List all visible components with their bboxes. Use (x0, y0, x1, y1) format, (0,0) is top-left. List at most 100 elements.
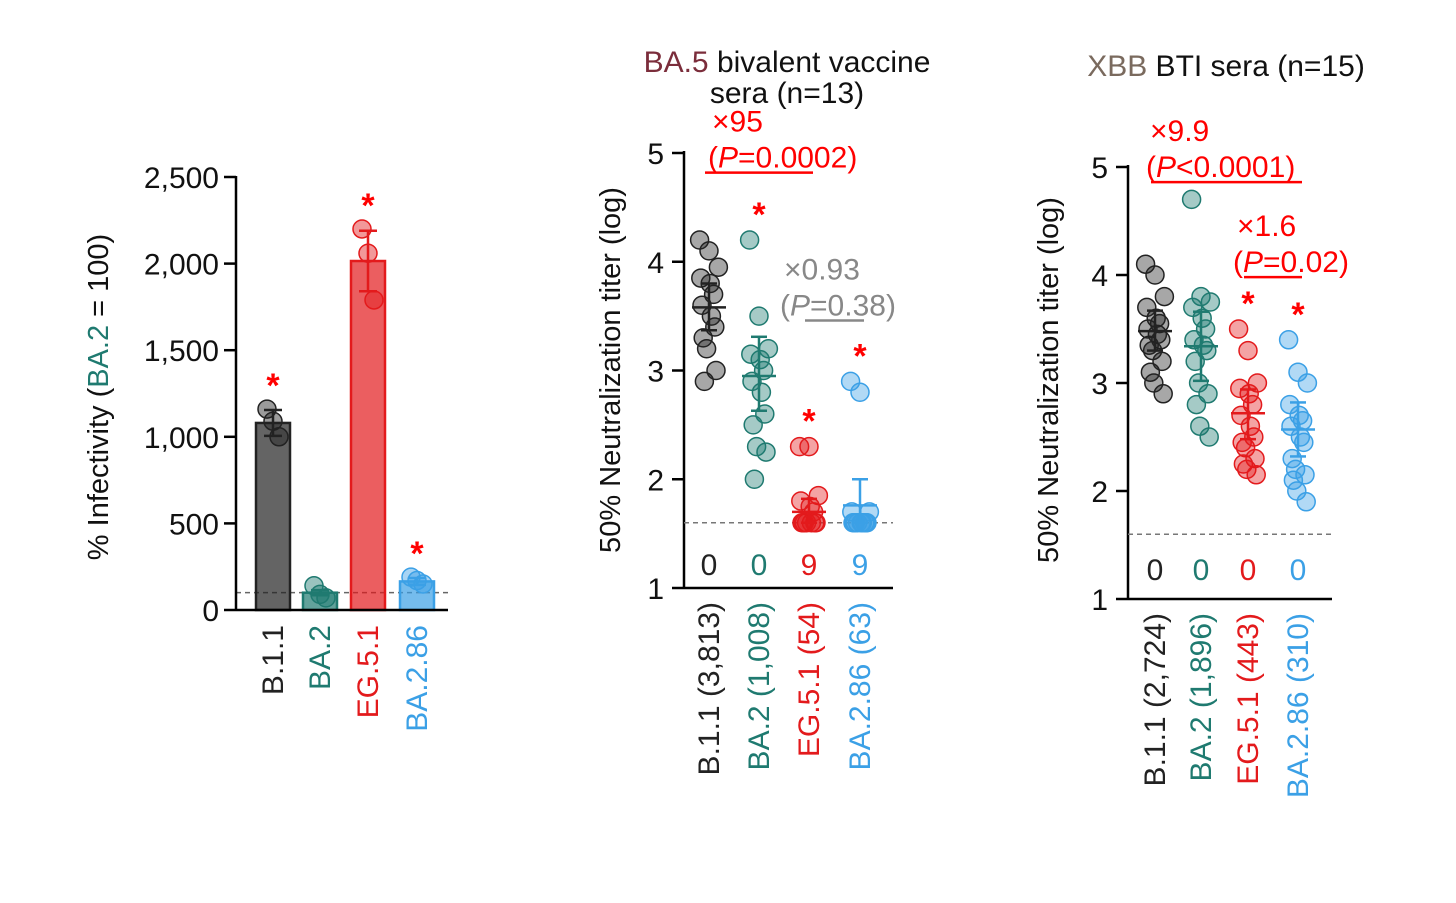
fold-change-label: ×95 (712, 106, 763, 139)
yaxis-tick-label: 3 (1091, 368, 1108, 401)
data-point (756, 442, 776, 462)
ba5-title-line2: sera (n=13) (710, 77, 864, 110)
yaxis-tick-label: 1 (647, 573, 664, 606)
x-label-ba286: BA.2.86 (310) (1282, 613, 1315, 798)
x-label-eg51: EG.5.1 (352, 625, 385, 718)
yaxis-tick-label: 1 (1091, 584, 1108, 617)
x-label-ba2: BA.2 (1,008) (743, 602, 776, 770)
x-label-b11: B.1.1 (2,724) (1139, 613, 1172, 786)
data-point (739, 230, 760, 250)
data-point (1294, 432, 1314, 453)
significance-star: * (802, 403, 816, 441)
yaxis-tick-label: 4 (1091, 260, 1108, 293)
infectivity-xlabels: B.1.1 BA.2 EG.5.1 BA.2.86 (257, 625, 434, 732)
data-point (1295, 465, 1315, 485)
infectivity-bar-chart: % Infectivity (BA.2 = 100) 0 500 1,000 1,50… (83, 162, 448, 732)
yaxis-tick-label: 2,500 (144, 162, 219, 195)
x-label-ba286: BA.2.86 (63) (844, 602, 877, 770)
data-point (1200, 292, 1221, 312)
data-point (1233, 454, 1254, 474)
significance-star: * (1241, 285, 1255, 323)
x-label-eg51: EG.5.1 (54) (793, 602, 826, 757)
ba5-title-line1: BA.5 bivalent vaccine (644, 46, 931, 79)
data-point (694, 371, 715, 392)
ba5-ylabel: 50% Neutralization titer (log) (595, 187, 627, 553)
xbb-neutralization-chart: XBB BTI sera (n=15) 50% Neutralization t… (1033, 50, 1365, 798)
yaxis-tick-label: 2,000 (144, 249, 219, 282)
yaxis-tick-label: 500 (169, 508, 219, 541)
significance-star: * (1291, 296, 1305, 334)
p-value-label: (P<0.0001) (1146, 151, 1295, 184)
x-label-b11: B.1.1 (257, 625, 290, 695)
data-point (1240, 416, 1261, 436)
yaxis-tick-label: 0 (202, 595, 219, 628)
data-point (696, 339, 717, 359)
data-point (1238, 340, 1258, 361)
data-point (699, 241, 719, 261)
data-point (749, 306, 769, 326)
x-label-ba2: BA.2 (1,896) (1185, 613, 1218, 781)
data-point (1296, 492, 1316, 512)
below-limit-count: 0 (1290, 554, 1307, 587)
data-point (352, 219, 372, 239)
infectivity-yaxis-ticks: 0 500 1,000 1,500 2,000 2,500 (144, 162, 236, 628)
significance-star: * (361, 187, 375, 225)
data-point (1186, 394, 1207, 415)
x-label-b11: B.1.1 (3,813) (693, 602, 726, 775)
data-point (1140, 362, 1161, 382)
below-limit-count: 0 (701, 549, 718, 582)
p-value-label: (P=0.0002) (708, 142, 857, 175)
data-point (1228, 319, 1249, 339)
data-point (751, 382, 772, 402)
fold-change-label: ×1.6 (1237, 210, 1296, 243)
data-point (1283, 470, 1304, 490)
fold-change-label: ×9.9 (1150, 115, 1209, 148)
data-point (1184, 330, 1204, 350)
infectivity-ylabel: % Infectivity (BA.2 = 100) (83, 234, 115, 560)
significance-star: * (752, 196, 766, 234)
ba5-plot-content: 1 2 3 4 5 0 B.1.1 (3,813) * 0 BA.2 (1,008) * 9 EG.5.… (647, 106, 896, 776)
below-limit-count: 9 (852, 549, 869, 582)
data-point (1138, 319, 1158, 339)
data-point (708, 257, 729, 277)
data-point (1199, 427, 1219, 447)
significance-star: * (853, 337, 867, 375)
data-point (746, 436, 767, 457)
xbb-ylabel: 50% Neutralization titer (log) (1033, 197, 1065, 563)
data-point (1297, 373, 1318, 393)
yaxis-tick-label: 1,000 (144, 422, 219, 455)
bar-b11 (254, 421, 292, 612)
xbb-plot-content: 1 2 3 4 5 0 B.1.1 (2,724) 0 BA.2 (1,896) * 0 EG.5.1… (1091, 115, 1349, 798)
data-point (1185, 351, 1205, 372)
fold-change-label: ×0.93 (784, 253, 860, 286)
below-limit-count: 0 (1240, 554, 1257, 587)
yaxis-tick-label: 5 (647, 138, 664, 171)
data-point (693, 328, 713, 348)
data-point (1181, 189, 1202, 210)
x-label-eg51: EG.5.1 (443) (1232, 613, 1265, 785)
xbb-title: XBB BTI sera (n=15) (1087, 50, 1365, 83)
infectivity-bars: * * * (254, 187, 436, 612)
data-point (1246, 465, 1266, 485)
data-point (1153, 384, 1173, 404)
yaxis-tick-label: 2 (647, 464, 664, 497)
below-limit-count: 0 (1147, 554, 1164, 587)
yaxis-tick-label: 3 (647, 356, 664, 389)
yaxis-tick-label: 1,500 (144, 335, 219, 368)
p-value-label: (P=0.02) (1233, 246, 1349, 279)
data-point (1278, 330, 1299, 350)
data-point (1154, 286, 1175, 307)
data-point (1232, 432, 1252, 453)
data-point (743, 415, 763, 435)
significance-star: * (266, 367, 280, 405)
yaxis-tick-label: 2 (1091, 476, 1108, 509)
below-limit-count: 9 (801, 549, 818, 582)
significance-star: * (410, 535, 424, 573)
data-point (799, 436, 819, 457)
p-value-label: (P=0.38) (780, 289, 896, 322)
data-point (1145, 265, 1165, 285)
yaxis-tick-label: 4 (647, 247, 664, 280)
data-point (364, 290, 384, 310)
ba5-neutralization-chart: BA.5 bivalent vaccine sera (n=13) 50% Ne… (595, 46, 930, 775)
